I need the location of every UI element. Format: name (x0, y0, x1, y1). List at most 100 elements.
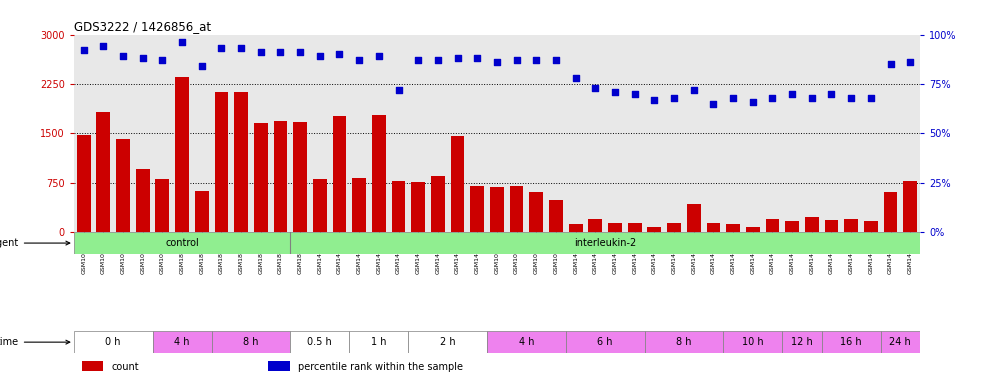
Text: time: time (0, 337, 70, 347)
Bar (234, 92, 248, 232)
Bar (844, 219, 858, 232)
Text: 10 h: 10 h (742, 337, 764, 347)
Bar (269, 361, 289, 371)
Text: agent: agent (0, 238, 70, 248)
Bar (349, 331, 408, 353)
Bar (529, 192, 543, 232)
Bar (215, 93, 228, 232)
Bar (372, 115, 386, 232)
Text: 0.5 h: 0.5 h (307, 337, 333, 347)
Bar (274, 121, 287, 232)
Point (115, 53, 131, 60)
Bar (687, 204, 701, 232)
Point (824, 91, 839, 97)
Bar (566, 331, 645, 353)
Point (745, 99, 761, 105)
Bar (569, 224, 583, 232)
Point (627, 91, 643, 97)
Point (194, 63, 210, 69)
Point (135, 55, 151, 61)
Point (469, 55, 485, 61)
Bar (155, 179, 169, 232)
Text: control: control (165, 238, 199, 248)
Point (332, 51, 347, 57)
Text: count: count (112, 362, 140, 372)
Text: 2 h: 2 h (440, 337, 456, 347)
Point (666, 94, 682, 101)
Bar (74, 331, 153, 353)
Point (489, 59, 505, 65)
Bar (884, 192, 897, 232)
Point (883, 61, 898, 67)
Bar (667, 223, 681, 232)
Bar (83, 361, 103, 371)
Text: interleukin-2: interleukin-2 (574, 238, 637, 248)
Text: 0 h: 0 h (105, 337, 121, 347)
Point (95, 43, 111, 50)
Point (528, 57, 544, 63)
Bar (116, 139, 130, 232)
Bar (822, 331, 881, 353)
Text: 1 h: 1 h (371, 337, 387, 347)
Bar (153, 331, 212, 353)
Bar (195, 191, 209, 232)
Bar (451, 136, 464, 232)
Bar (470, 186, 484, 232)
Point (765, 94, 780, 101)
Point (725, 94, 741, 101)
Point (843, 94, 859, 101)
Bar (746, 227, 760, 232)
Bar (313, 179, 327, 232)
Point (686, 87, 702, 93)
Text: GDS3222 / 1426856_at: GDS3222 / 1426856_at (74, 20, 211, 33)
Point (233, 45, 249, 51)
Text: 8 h: 8 h (243, 337, 259, 347)
Point (784, 91, 800, 97)
Point (292, 49, 308, 55)
Bar (707, 223, 720, 232)
Point (902, 59, 918, 65)
Bar (825, 220, 838, 232)
Text: 4 h: 4 h (519, 337, 534, 347)
Bar (549, 200, 563, 232)
Bar (805, 217, 819, 232)
Bar (628, 223, 642, 232)
Point (410, 57, 426, 63)
Point (587, 85, 603, 91)
Bar (588, 219, 602, 232)
Bar (212, 331, 290, 353)
Bar (723, 331, 782, 353)
Bar (408, 331, 487, 353)
Bar (864, 222, 878, 232)
Text: 16 h: 16 h (840, 337, 862, 347)
Bar (782, 331, 822, 353)
Point (568, 75, 584, 81)
Point (371, 53, 387, 60)
Bar (510, 186, 523, 232)
Bar (608, 223, 622, 232)
Point (214, 45, 229, 51)
Point (646, 97, 662, 103)
Bar (881, 331, 920, 353)
Bar (136, 169, 150, 232)
Point (548, 57, 564, 63)
Bar (487, 331, 566, 353)
Text: 4 h: 4 h (174, 337, 190, 347)
Text: 24 h: 24 h (890, 337, 911, 347)
Bar (785, 222, 799, 232)
Bar (290, 331, 349, 353)
Text: 8 h: 8 h (676, 337, 692, 347)
Text: 6 h: 6 h (597, 337, 613, 347)
Bar (490, 187, 504, 232)
Bar (645, 331, 723, 353)
Point (450, 55, 465, 61)
Point (76, 47, 92, 53)
Point (706, 101, 721, 107)
Bar (175, 77, 189, 232)
Bar (392, 181, 405, 232)
Point (273, 49, 288, 55)
Bar (254, 123, 268, 232)
Bar (333, 116, 346, 232)
Text: 12 h: 12 h (791, 337, 813, 347)
Bar (431, 176, 445, 232)
